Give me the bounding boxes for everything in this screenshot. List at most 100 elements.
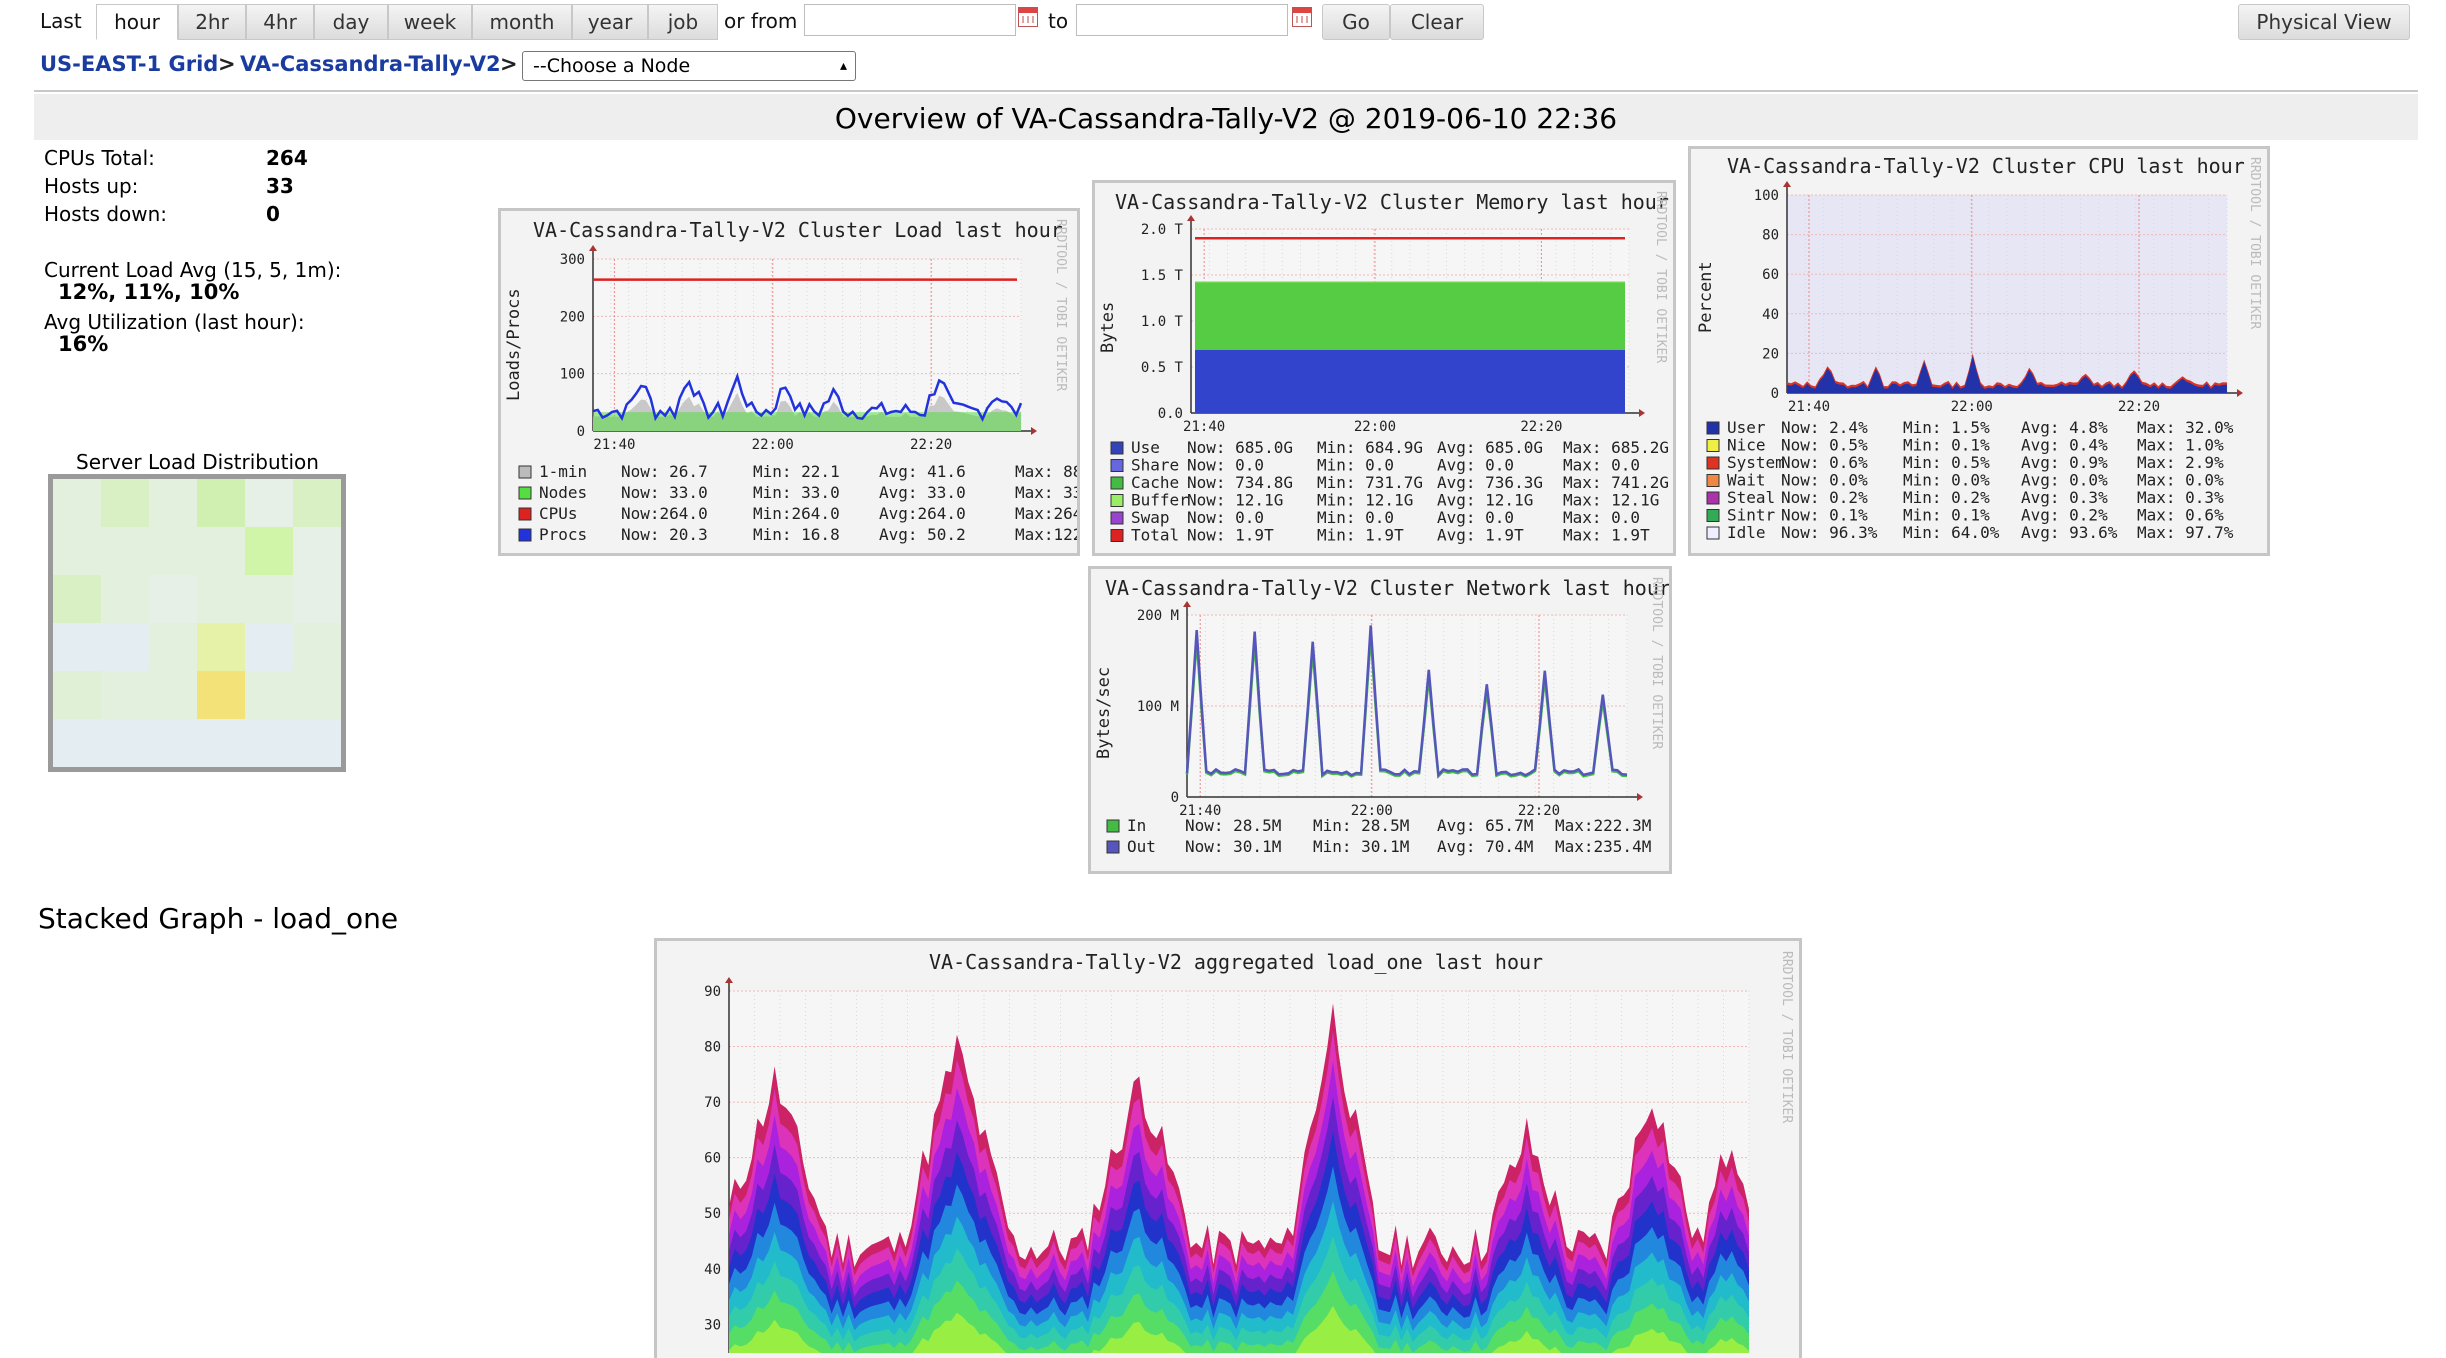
range-2hr-tab[interactable]: 2hr [178, 4, 246, 40]
to-date-input[interactable] [1076, 4, 1288, 36]
cpus-total-value: 264 [266, 146, 308, 170]
legend-max: Max: 1.9T [1563, 526, 1650, 545]
from-date-input[interactable] [804, 4, 1016, 36]
stacked-graph-heading: Stacked Graph - load_one [38, 902, 399, 935]
heatmap-cell[interactable] [293, 575, 341, 623]
legend-swatch [1706, 421, 1720, 435]
heatmap-cell[interactable] [101, 623, 149, 671]
y-tick-label: 20 [1762, 346, 1779, 362]
heatmap-cell[interactable] [149, 479, 197, 527]
legend-swatch [518, 507, 532, 521]
x-tick-label: 22:20 [910, 437, 952, 453]
heatmap-cell[interactable] [293, 479, 341, 527]
heatmap-cell[interactable] [149, 671, 197, 719]
cluster-memory-graph[interactable]: VA-Cassandra-Tally-V2 Cluster Memory las… [1092, 180, 1676, 556]
heatmap-cell[interactable] [197, 575, 245, 623]
legend-now: Now: 33.0 [621, 483, 708, 502]
heatmap-cell[interactable] [53, 527, 101, 575]
heatmap-cell[interactable] [245, 623, 293, 671]
range-day-tab[interactable]: day [314, 4, 388, 40]
heatmap-cell[interactable] [53, 671, 101, 719]
heatmap-cell[interactable] [293, 527, 341, 575]
server-load-heatmap[interactable] [48, 474, 346, 772]
cluster-network-graph[interactable]: VA-Cassandra-Tally-V2 Cluster Network la… [1088, 566, 1672, 874]
heatmap-cell[interactable] [101, 479, 149, 527]
heatmap-cell[interactable] [101, 527, 149, 575]
heatmap-cell[interactable] [149, 575, 197, 623]
x-tick-label: 21:40 [1183, 419, 1225, 435]
area-use [1195, 349, 1625, 413]
legend-label: Cache [1131, 473, 1179, 492]
legend-swatch [1110, 529, 1124, 542]
breadcrumb-separator: > [500, 52, 518, 76]
stacked-load-one-graph[interactable]: VA-Cassandra-Tally-V2 aggregated load_on… [654, 938, 1802, 1358]
legend-now: Now: 0.0 [1187, 456, 1264, 475]
heatmap-cell[interactable] [101, 719, 149, 767]
heatmap-cell[interactable] [53, 479, 101, 527]
line-out [1185, 625, 1628, 778]
legend-label: System [1727, 453, 1785, 472]
heatmap-cell[interactable] [245, 527, 293, 575]
range-month-tab[interactable]: month [472, 4, 572, 40]
y-axis-arrow [1183, 601, 1191, 607]
legend-avg: Avg: 685.0G [1437, 438, 1543, 457]
x-axis-arrow [1637, 793, 1643, 801]
clear-button[interactable]: Clear [1390, 4, 1484, 40]
heatmap-cell[interactable] [293, 623, 341, 671]
legend-label: In [1127, 816, 1146, 835]
to-calendar-icon[interactable] [1292, 7, 1312, 27]
legend-max: Max:235.4M [1555, 837, 1651, 856]
heatmap-cell[interactable] [101, 575, 149, 623]
heatmap-cell[interactable] [197, 719, 245, 767]
from-calendar-icon[interactable] [1018, 7, 1038, 27]
heatmap-cell[interactable] [197, 527, 245, 575]
heatmap-cell[interactable] [197, 671, 245, 719]
heatmap-cell[interactable] [53, 719, 101, 767]
legend-label: Nodes [539, 483, 587, 502]
heatmap-cell[interactable] [197, 623, 245, 671]
legend-label: CPUs [539, 504, 578, 523]
cluster-cpu-graph[interactable]: VA-Cassandra-Tally-V2 Cluster CPU last h… [1688, 146, 2270, 556]
breadcrumb-grid-link[interactable]: US-EAST-1 Grid [40, 52, 219, 76]
heatmap-cell[interactable] [245, 575, 293, 623]
y-tick-label: 0.0 [1158, 406, 1183, 422]
heatmap-cell[interactable] [101, 671, 149, 719]
node-select[interactable]: --Choose a Node ▴ [522, 51, 856, 81]
legend-avg: Avg: 33.0 [879, 483, 966, 502]
legend-max: Max: 32.0% [2137, 418, 2234, 437]
legend-now: Now: 0.5% [1781, 436, 1868, 455]
range-4hr-tab[interactable]: 4hr [246, 4, 314, 40]
legend-min: Min: 22.1 [753, 462, 840, 481]
stacked-layer [729, 1305, 1749, 1353]
heatmap-cell[interactable] [197, 479, 245, 527]
go-button[interactable]: Go [1322, 4, 1390, 40]
cluster-load-graph[interactable]: VA-Cassandra-Tally-V2 Cluster Load last … [498, 208, 1080, 556]
x-tick-label: 22:20 [2118, 399, 2160, 415]
heatmap-cell[interactable] [53, 575, 101, 623]
heatmap-cell[interactable] [149, 623, 197, 671]
range-year-tab[interactable]: year [572, 4, 648, 40]
load-avg-value: 12%, 11%, 10% [58, 280, 240, 304]
breadcrumb-cluster-link[interactable]: VA-Cassandra-Tally-V2 [240, 52, 501, 76]
physical-view-button[interactable]: Physical View [2238, 4, 2410, 40]
heatmap-cell[interactable] [245, 671, 293, 719]
y-tick-label: 1.0 T [1141, 314, 1184, 330]
legend-max: Max: 685.2G [1563, 438, 1669, 457]
heatmap-cell[interactable] [149, 719, 197, 767]
legend-now: Now: 0.1% [1781, 506, 1868, 525]
heatmap-cell[interactable] [293, 671, 341, 719]
heatmap-cell[interactable] [293, 719, 341, 767]
heatmap-cell[interactable] [245, 479, 293, 527]
rrdtool-watermark: RRDTOOL / TOBI OETIKER [2247, 157, 2262, 329]
x-tick-label: 21:40 [593, 437, 635, 453]
legend-min: Min:264.0 [753, 504, 840, 523]
heatmap-cell[interactable] [53, 623, 101, 671]
y-axis-arrow [1783, 181, 1791, 187]
range-hour-tab[interactable]: hour [96, 4, 178, 40]
range-week-tab[interactable]: week [388, 4, 472, 40]
heatmap-cell[interactable] [149, 527, 197, 575]
hosts-up-value: 33 [266, 174, 294, 198]
range-job-tab[interactable]: job [648, 4, 718, 40]
heatmap-cell[interactable] [245, 719, 293, 767]
y-tick-label: 100 [1754, 188, 1779, 204]
